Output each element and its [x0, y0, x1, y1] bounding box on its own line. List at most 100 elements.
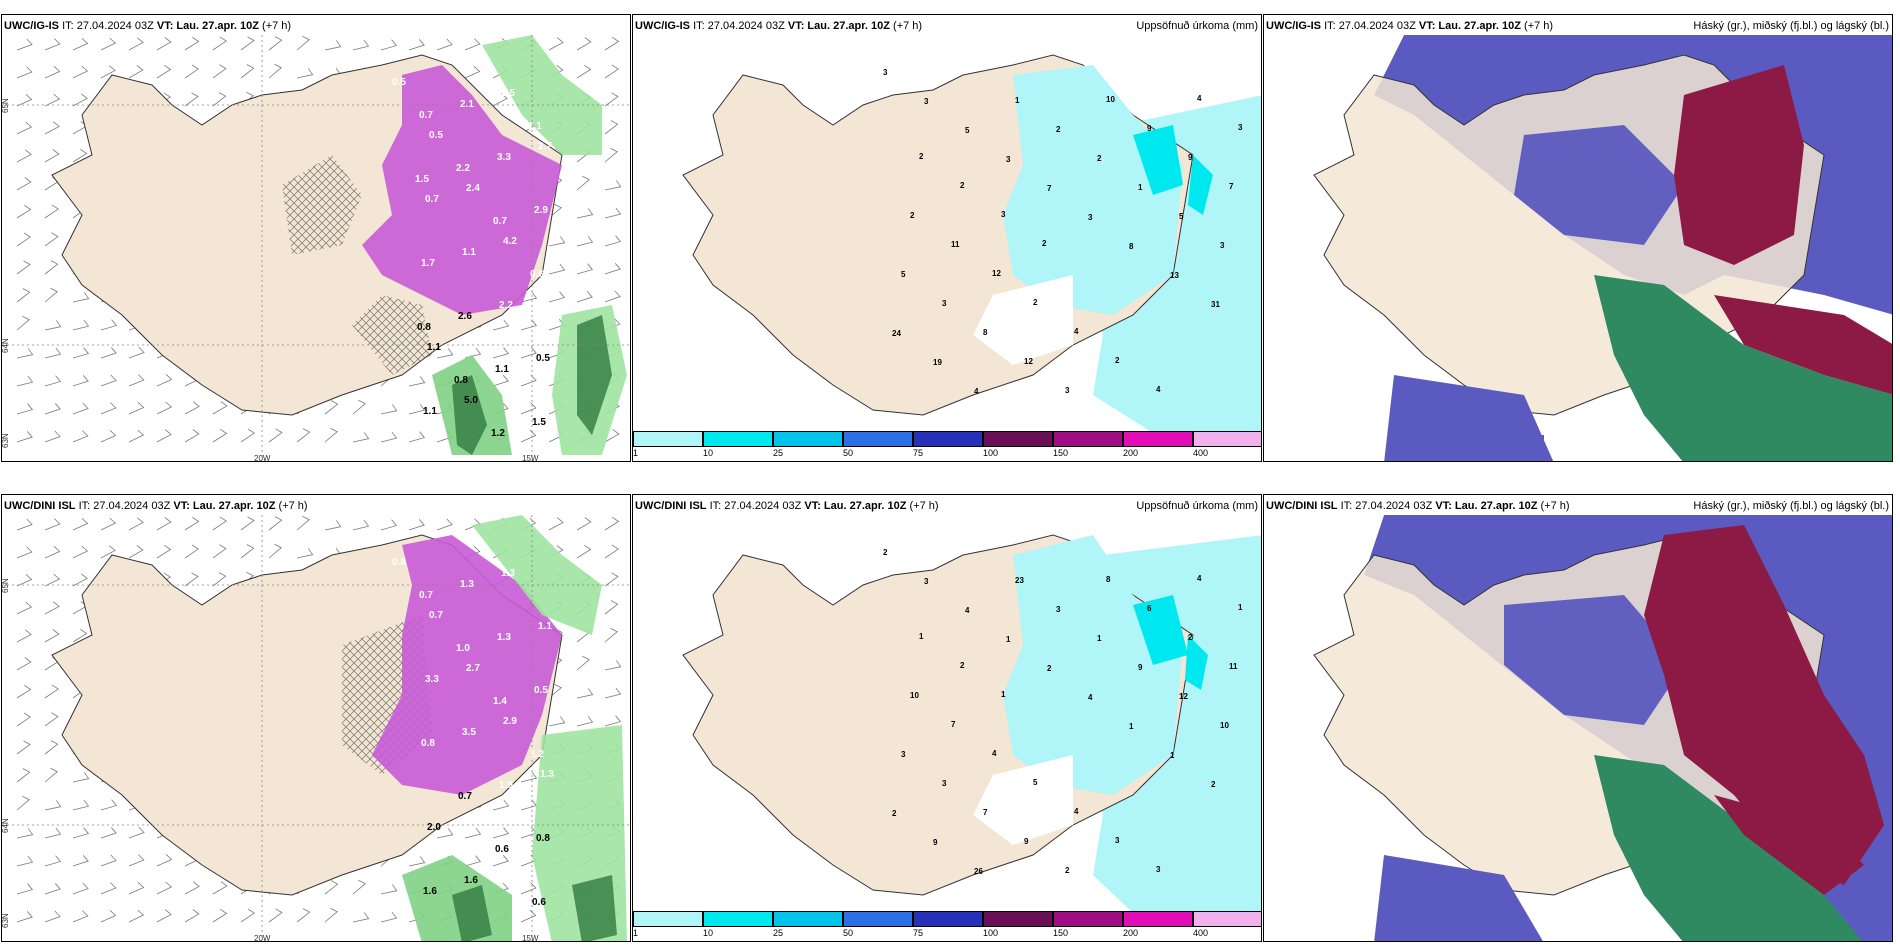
wind-barb: [44, 375, 62, 387]
accum-value: 2: [1047, 664, 1052, 673]
wind-barb: [16, 149, 32, 163]
wind-barb: [16, 712, 31, 727]
wind-barb: [16, 768, 31, 783]
precip-value: 2.4: [466, 183, 480, 194]
wind-barb: [604, 263, 621, 275]
wind-barb: [576, 175, 590, 191]
precip-value: 0.7: [419, 590, 433, 601]
precip-value: 0.7: [419, 110, 433, 121]
accum-value: 8: [1106, 575, 1111, 584]
colorbar-label: 1: [633, 448, 639, 458]
accum-value: 2: [1115, 356, 1120, 365]
wind-barb: [520, 430, 537, 443]
cloud-panel-row1: UWC/IG-IS IT: 27.04.2024 03Z VT: Lau. 27…: [1263, 14, 1893, 462]
accum-value: 4: [1197, 94, 1202, 103]
wind-barb: [44, 38, 61, 51]
accum-value: 1: [1238, 603, 1243, 612]
wind-barb: [44, 149, 60, 163]
wind-barb: [16, 315, 30, 331]
wind-barb: [492, 93, 508, 107]
rain-area-north: [482, 35, 602, 155]
wind-barb: [100, 545, 116, 559]
wind-barb: [296, 908, 311, 923]
wind-barb: [184, 36, 200, 51]
wind-barb: [44, 430, 61, 443]
accum-precip-map: 3353738133124194122153538123109972111224…: [682, 54, 1261, 433]
precip-value: 1.1: [495, 364, 509, 375]
wind-barb: [128, 374, 145, 387]
accum-value: 5: [965, 126, 970, 135]
wind-barb: [548, 263, 566, 275]
wind-barb: [156, 881, 173, 895]
wind-barb: [72, 430, 89, 443]
accum-value: 11: [1229, 662, 1238, 671]
colorbar-label: 50: [843, 928, 854, 938]
wind-barb: [100, 517, 117, 531]
wind-barb: [492, 827, 510, 839]
wind-barb: [44, 204, 59, 219]
precip-value: 2.5: [501, 88, 515, 99]
wind-barb: [212, 908, 228, 923]
precip-value: 1.5: [415, 174, 429, 185]
wind-barb: [16, 684, 32, 699]
accum-value: 1: [1138, 183, 1143, 192]
wind-barb: [156, 854, 173, 867]
accum-value: 3: [1001, 210, 1006, 219]
precip-value: 0.7: [458, 791, 472, 802]
wind-barb: [100, 910, 117, 923]
precip-value: 1.1: [538, 621, 552, 632]
wind-barb: [240, 544, 255, 559]
wind-barb: [604, 660, 622, 671]
wind-barb: [380, 404, 398, 415]
wind-barb: [604, 572, 619, 587]
precip-value: 1.0: [456, 643, 470, 654]
accum-value: 7: [951, 720, 956, 729]
precip-value: 2.9: [503, 716, 517, 727]
accum-value: 12: [1179, 692, 1188, 701]
wind-barb: [128, 37, 144, 51]
wind-barb: [604, 290, 621, 303]
accum-value: 3: [1088, 213, 1093, 222]
wind-barb: [212, 428, 228, 443]
wind-barb: [128, 517, 144, 531]
lat-label: 65N: [2, 578, 10, 593]
wind-barb: [212, 544, 227, 559]
wind-precip-panel-row2: UWC/DINI ISL IT: 27.04.2024 03Z VT: Lau.…: [1, 494, 631, 942]
wind-barb: [44, 403, 61, 415]
accum-value: 2: [892, 809, 897, 818]
wind-barb: [604, 627, 618, 643]
wind-barb: [72, 38, 89, 51]
accum-value: 3: [1156, 865, 1161, 874]
accum-value: 4: [1074, 327, 1079, 336]
colorbar-swatch: [983, 911, 1053, 927]
panel-subtitle: Háský (gr.), miðský (fj.bl.) og lágský (…: [1693, 20, 1889, 32]
wind-barb: [604, 36, 620, 51]
accum-precip-map: 2341241122926233191210337928621110745433…: [682, 534, 1261, 913]
wind-barb: [184, 881, 200, 895]
accum-value: 7: [1047, 184, 1052, 193]
wind-barb: [604, 715, 622, 727]
accum-value: 2: [910, 211, 915, 220]
accum-value: 9: [1138, 663, 1143, 672]
wind-barb: [128, 909, 145, 923]
precip-value: 0.7: [493, 216, 507, 227]
accum-value: 2: [960, 181, 965, 190]
wind-barb: [44, 684, 59, 699]
wind-barb: [436, 38, 453, 51]
wind-barb: [520, 771, 538, 783]
accum-value: 1: [1170, 751, 1175, 760]
wind-barb: [16, 94, 33, 107]
wind-barb: [100, 347, 117, 359]
accum-value: 19: [933, 358, 942, 367]
lon-label: 15W: [522, 454, 539, 462]
mid-cloud: [1644, 525, 1884, 885]
wind-barb: [240, 36, 255, 51]
colorbar-label: 150: [1053, 928, 1069, 938]
wind-barb: [324, 40, 342, 51]
wind-barb: [324, 907, 338, 923]
wind-barb: [16, 375, 34, 387]
wind-barb: [156, 37, 172, 51]
wind-barb: [380, 519, 398, 531]
wind-barb: [240, 516, 255, 531]
wind-precip-map: 65N 64N 63N 20W 15W 0.8 0.7 2.7 2.9 1.3 2.0 1.…: [2, 515, 630, 941]
